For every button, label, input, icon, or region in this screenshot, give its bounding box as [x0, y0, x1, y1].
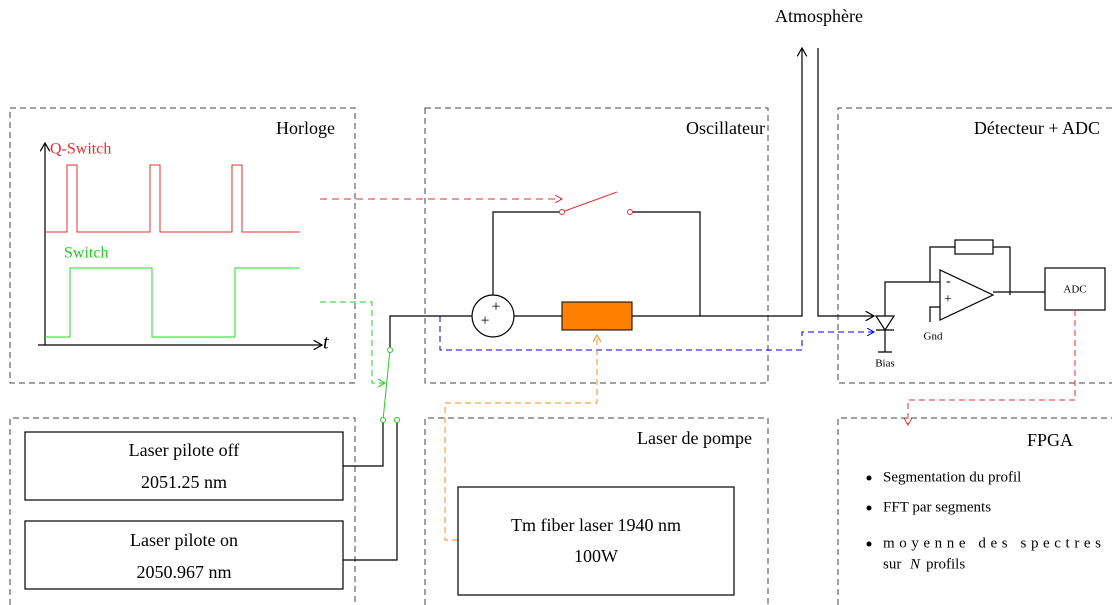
box-title: Oscillateur [686, 118, 765, 138]
box-title: Laser de pompe [637, 428, 752, 448]
sign: + [491, 299, 500, 316]
box-title: FPGA [1027, 430, 1073, 450]
laser-label: Laser pilote on [130, 530, 238, 550]
item: moyenne des spectres [883, 535, 1101, 551]
amplifier [561, 301, 633, 331]
label: Gnd [924, 331, 943, 343]
laser-label: 2050.967 nm [136, 562, 231, 582]
data-path [908, 310, 1076, 425]
wire [633, 211, 701, 316]
laser-label: Laser pilote off [129, 440, 240, 460]
contact [387, 347, 393, 353]
sign: - [946, 274, 951, 289]
item: profils [926, 556, 965, 572]
resistor [954, 239, 994, 255]
bullet [866, 505, 872, 511]
pump-path [444, 335, 597, 541]
wire [389, 315, 472, 347]
label: ADC [1063, 284, 1086, 296]
signal-label: Switch [64, 245, 108, 262]
sign: + [480, 313, 489, 330]
signal-label: Q-Switch [50, 141, 111, 158]
wire [343, 423, 398, 561]
contact [394, 417, 400, 423]
contact [559, 209, 565, 215]
item: Segmentation du profil [883, 469, 1021, 485]
pump-label: Tm fiber laser 1940 nm [511, 515, 681, 535]
wire [492, 211, 560, 295]
box-title: Horloge [276, 118, 335, 138]
trigger-line [320, 301, 385, 383]
bullet [866, 541, 872, 547]
laser-label: 2051.25 nm [141, 472, 227, 492]
item: FFT par segments [883, 499, 991, 515]
box-title: Détecteur + ADC [974, 118, 1100, 138]
sign: + [944, 292, 952, 307]
opamp [939, 269, 995, 321]
wire [817, 48, 874, 316]
qswitch-signal [45, 164, 300, 233]
fpga-list: Segmentation du profil FFT par segments … [866, 469, 1101, 572]
label: Bias [875, 358, 895, 370]
axis-label: t [323, 332, 329, 354]
pump-label: 100W [574, 546, 618, 566]
qswitch [561, 191, 618, 213]
switch [382, 349, 391, 421]
contact [627, 209, 633, 215]
atmosphere: Atmosphère [775, 6, 863, 26]
wire [929, 246, 1045, 322]
pilot-path [439, 316, 874, 351]
wire [632, 48, 802, 317]
boxes [9, 107, 1112, 605]
bullet [866, 475, 872, 481]
contact [380, 417, 386, 423]
item: N [909, 556, 921, 572]
wire [878, 281, 940, 353]
photodiode [874, 315, 896, 332]
laser-box [24, 520, 344, 590]
switch-signal [45, 267, 300, 338]
pump-box [457, 486, 735, 596]
item: sur [883, 556, 901, 572]
